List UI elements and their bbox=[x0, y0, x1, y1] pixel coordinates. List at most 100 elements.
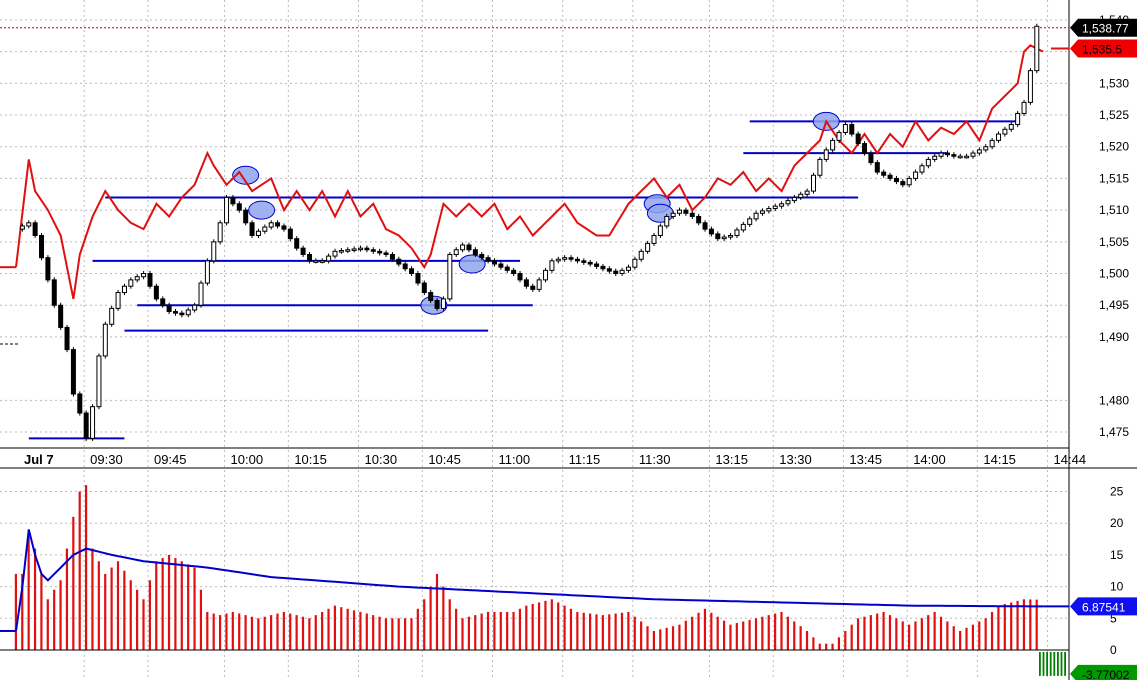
candle-body bbox=[453, 249, 459, 256]
candle-body bbox=[485, 257, 491, 262]
volume-bar bbox=[850, 624, 853, 650]
y-tick-label: 1,510 bbox=[1099, 203, 1129, 217]
volume-bar bbox=[59, 580, 62, 650]
candle-body bbox=[530, 285, 536, 290]
volume-bar bbox=[346, 608, 349, 650]
volume-bar bbox=[91, 548, 94, 650]
volume-bar bbox=[155, 561, 158, 650]
candle-body bbox=[77, 393, 83, 414]
volume-bar bbox=[633, 616, 636, 650]
volume-bar bbox=[142, 599, 145, 650]
volume-bar bbox=[640, 621, 643, 650]
volume-bar bbox=[812, 637, 815, 650]
volume-bar bbox=[321, 611, 324, 650]
volume-bar bbox=[888, 615, 892, 650]
volume-bar bbox=[257, 618, 260, 650]
candle-body bbox=[319, 260, 325, 263]
candle-body bbox=[619, 269, 625, 275]
candle-body bbox=[275, 222, 281, 227]
candle-body bbox=[772, 205, 778, 210]
candle-body bbox=[862, 143, 868, 154]
negative-bar bbox=[1053, 652, 1056, 676]
volume-bar bbox=[614, 613, 617, 650]
candle-body bbox=[192, 304, 198, 311]
last-price-badge-shape bbox=[1070, 18, 1137, 37]
candle-body bbox=[511, 269, 517, 275]
volume-bar bbox=[729, 624, 732, 650]
candle-body bbox=[574, 258, 580, 262]
volume-bar bbox=[53, 589, 56, 650]
candle-body bbox=[938, 152, 944, 157]
negative-value-badge-text: -3.77002 bbox=[1082, 668, 1130, 680]
volume-bar bbox=[244, 615, 247, 650]
candle-body bbox=[370, 249, 376, 252]
candle-body bbox=[587, 261, 593, 265]
candle-body bbox=[594, 263, 600, 267]
candle-body bbox=[721, 236, 727, 240]
volume-bar bbox=[1003, 604, 1006, 650]
volume-bar bbox=[340, 607, 343, 650]
volume-bar bbox=[410, 618, 413, 650]
candle-body bbox=[428, 292, 434, 301]
volume-bar bbox=[557, 602, 560, 650]
volume-bar bbox=[480, 613, 483, 650]
candle-body bbox=[549, 260, 555, 271]
volume-bar bbox=[786, 616, 789, 650]
x-tick-label: 14:44 bbox=[1054, 452, 1087, 467]
volume-bar bbox=[199, 589, 203, 650]
volume-bar bbox=[512, 611, 515, 650]
volume-bar bbox=[959, 630, 962, 650]
candle-body bbox=[1027, 70, 1033, 103]
volume-bar bbox=[990, 611, 994, 650]
volume-bar bbox=[716, 616, 719, 650]
volume-bar bbox=[161, 558, 164, 650]
axis-labels: 1,475 1,480 1,490 1,495 1,500 1,505 1,510 1,515… bbox=[24, 13, 1129, 657]
candle-body bbox=[504, 266, 510, 271]
volume-bar bbox=[869, 615, 872, 650]
volume-bar bbox=[946, 621, 949, 650]
volume-bar bbox=[455, 608, 458, 650]
volume-bar bbox=[595, 614, 598, 650]
volume-bar bbox=[46, 599, 49, 650]
candle-body bbox=[708, 228, 714, 235]
red-series-badge-shape bbox=[1070, 39, 1137, 58]
y-tick-label: 0 bbox=[1110, 643, 1117, 657]
candle-body bbox=[147, 273, 153, 287]
x-tick-label: 14:15 bbox=[983, 452, 1016, 467]
volume-bar bbox=[461, 618, 464, 650]
volume-bar bbox=[467, 616, 470, 650]
candle-body bbox=[83, 412, 89, 439]
candle-body bbox=[402, 263, 408, 270]
y-tick-label: 1,525 bbox=[1099, 108, 1129, 122]
volume-bar bbox=[678, 624, 681, 650]
red-series-badge: 1,535.5 bbox=[1070, 39, 1137, 58]
volume-bar bbox=[1010, 602, 1013, 650]
volume-bar bbox=[984, 618, 987, 650]
volume-bar bbox=[148, 580, 151, 650]
candle-body bbox=[900, 181, 906, 186]
volume-bar bbox=[876, 613, 879, 650]
candle-body bbox=[121, 285, 127, 294]
volume-bar bbox=[167, 554, 171, 650]
volume-bar bbox=[844, 630, 847, 650]
candle-body bbox=[179, 312, 185, 316]
x-tick-label: 10:45 bbox=[428, 452, 461, 467]
candle-body bbox=[185, 309, 191, 316]
candle-body bbox=[409, 268, 415, 275]
volume-bar bbox=[691, 616, 694, 650]
x-tick-label: 13:45 bbox=[849, 452, 882, 467]
volume-bar bbox=[365, 613, 368, 650]
negative-bar bbox=[1057, 652, 1059, 676]
volume-bar bbox=[333, 605, 336, 650]
grid-lines bbox=[0, 0, 1069, 680]
candle-body bbox=[804, 190, 810, 195]
candle-body bbox=[868, 152, 874, 164]
candle-body bbox=[364, 247, 370, 251]
volume-bar bbox=[748, 619, 751, 650]
y-tick-label: 1,475 bbox=[1099, 425, 1129, 439]
volume-bar bbox=[856, 618, 860, 650]
volume-bar bbox=[576, 611, 579, 650]
volume-bar bbox=[187, 564, 190, 650]
last-price-badge-text: 1,538.77 bbox=[1082, 22, 1129, 36]
volume-bar bbox=[684, 620, 687, 650]
